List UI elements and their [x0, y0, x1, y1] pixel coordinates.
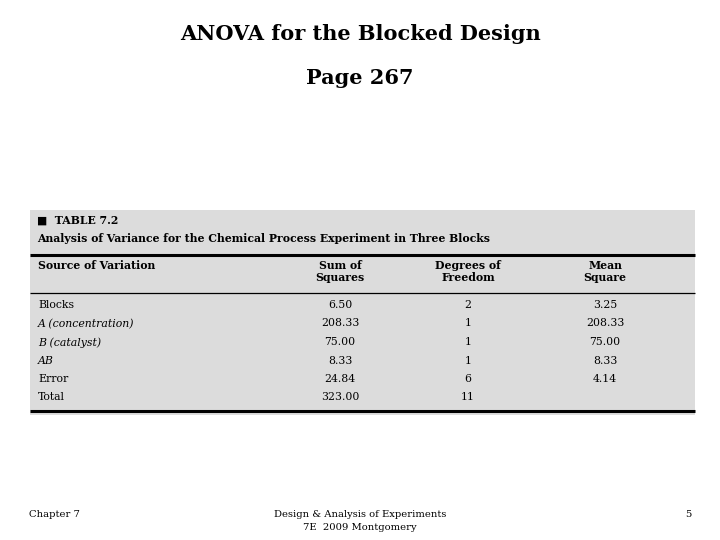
Text: Total: Total [38, 393, 65, 402]
Text: 323.00: 323.00 [321, 393, 359, 402]
Text: 4.14: 4.14 [593, 374, 617, 384]
Text: 208.33: 208.33 [586, 319, 624, 328]
Text: Degrees of: Degrees of [435, 260, 501, 271]
Text: Square: Square [583, 272, 626, 283]
Text: 1: 1 [464, 319, 472, 328]
Text: 6.50: 6.50 [328, 300, 352, 310]
Text: 1: 1 [464, 355, 472, 366]
Text: Analysis of Variance for the Chemical Process Experiment in Three Blocks: Analysis of Variance for the Chemical Pr… [37, 233, 490, 244]
Text: 6: 6 [464, 374, 472, 384]
Text: Mean: Mean [588, 260, 622, 271]
Text: 1: 1 [464, 337, 472, 347]
Text: B (catalyst): B (catalyst) [38, 337, 101, 348]
Text: Error: Error [38, 374, 68, 384]
Text: ANOVA for the Blocked Design: ANOVA for the Blocked Design [179, 24, 541, 44]
Text: Blocks: Blocks [38, 300, 74, 310]
Text: 3.25: 3.25 [593, 300, 617, 310]
Text: Design & Analysis of Experiments
7E  2009 Montgomery: Design & Analysis of Experiments 7E 2009… [274, 510, 446, 531]
Text: AB: AB [38, 355, 54, 366]
Text: 11: 11 [461, 393, 475, 402]
Text: A (concentration): A (concentration) [38, 319, 135, 329]
Text: ■  TABLE 7.2: ■ TABLE 7.2 [37, 215, 119, 226]
Text: Squares: Squares [315, 272, 364, 283]
Text: 8.33: 8.33 [328, 355, 352, 366]
Text: 75.00: 75.00 [590, 337, 621, 347]
Text: Freedom: Freedom [441, 272, 495, 283]
Text: 24.84: 24.84 [325, 374, 356, 384]
Text: 5: 5 [685, 510, 691, 519]
Text: 208.33: 208.33 [321, 319, 359, 328]
Text: 2: 2 [464, 300, 472, 310]
Text: 75.00: 75.00 [325, 337, 356, 347]
Text: Page 267: Page 267 [306, 68, 414, 87]
FancyBboxPatch shape [30, 210, 695, 415]
Text: Sum of: Sum of [319, 260, 361, 271]
Text: Chapter 7: Chapter 7 [29, 510, 80, 519]
Text: 8.33: 8.33 [593, 355, 617, 366]
Text: Source of Variation: Source of Variation [38, 260, 156, 271]
